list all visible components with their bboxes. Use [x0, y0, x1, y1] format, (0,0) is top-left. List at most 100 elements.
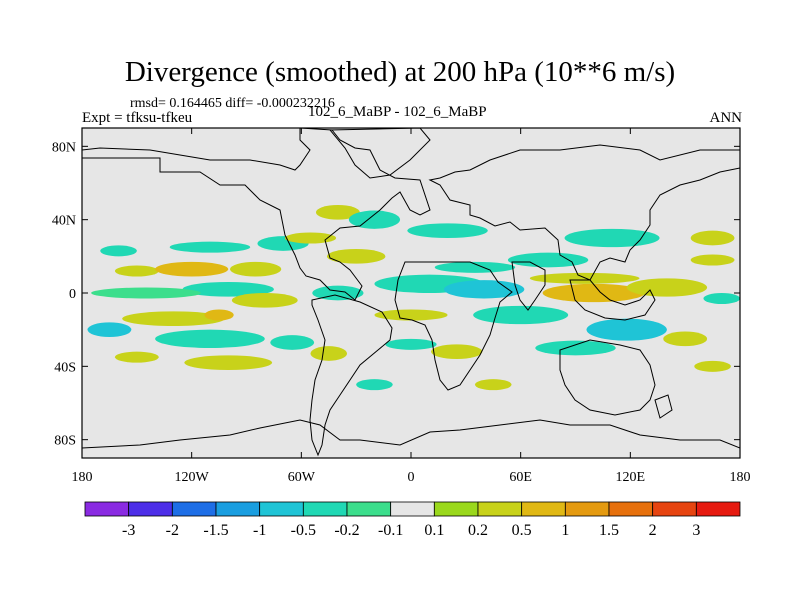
colorbar-swatch [433, 501, 479, 517]
coastline-africa [394, 261, 513, 391]
colorbar-label: 1.5 [599, 522, 619, 539]
colorbar-label: -1.5 [203, 522, 228, 539]
field-patch [431, 344, 483, 359]
colorbar-swatch [652, 501, 697, 517]
field-patch [284, 232, 337, 244]
field-patch [507, 252, 589, 268]
lon-tick-label: 120E [616, 470, 646, 485]
field-patch [315, 205, 360, 220]
field-patch [703, 293, 740, 304]
colorbar-label: 2 [649, 522, 657, 539]
field-patch [473, 305, 569, 325]
lon-tick-label: 180 [730, 470, 751, 485]
field-patch [155, 261, 229, 277]
field-patch [385, 338, 437, 350]
field-patch [690, 230, 735, 246]
colorbar-label: 3 [692, 522, 700, 539]
field-patch [326, 249, 386, 264]
field-patch [100, 245, 137, 257]
field-patch [690, 254, 735, 266]
field-patch [564, 228, 660, 248]
field-patch [122, 311, 225, 326]
season-label: ANN [709, 110, 743, 126]
coastline-southeast-asia [569, 279, 656, 321]
coastline-new-zealand [654, 394, 673, 419]
field-patch [182, 282, 274, 297]
plot-title: Divergence (smoothed) at 200 hPa (10**6 … [124, 56, 676, 88]
lon-tick-label: 60W [288, 470, 316, 485]
field-patch [231, 293, 298, 308]
field-patch [270, 335, 315, 350]
continent-outlines [82, 128, 740, 457]
lon-tick-label: 0 [408, 470, 415, 485]
coastline-india [511, 261, 546, 311]
colorbar-swatch [695, 501, 741, 517]
colorbar-label: 1 [561, 522, 569, 539]
colorbar-swatch [215, 501, 261, 517]
colorbar-swatch [346, 501, 392, 517]
colorbar-label: -0.2 [334, 522, 359, 539]
coastline-north-america [82, 128, 431, 301]
colorbar-swatch [521, 501, 566, 517]
lon-tick-label: 180 [72, 470, 93, 485]
lon-tick-label: 60E [509, 470, 532, 485]
field-patch [169, 241, 251, 253]
field-patch [663, 331, 708, 347]
field-patch [694, 360, 731, 372]
lat-tick-label: 40N [52, 214, 76, 229]
field-patch [87, 322, 132, 337]
field-patch [443, 280, 525, 299]
colorbar-swatch [84, 501, 130, 517]
field-patch [310, 346, 348, 361]
colorbar-swatch [564, 501, 610, 517]
lat-tick-label: 80N [52, 140, 76, 155]
field-patch [204, 309, 234, 321]
divergence-field [87, 205, 740, 391]
field-patch [474, 379, 512, 391]
colorbar-swatch [302, 501, 348, 517]
field-patch [535, 340, 616, 356]
field-patch [374, 309, 448, 321]
field-patch [529, 272, 640, 284]
field-patch [626, 278, 708, 297]
lat-tick-label: 0 [69, 287, 76, 302]
colorbar-label: -0.1 [378, 522, 403, 539]
colorbar-label: -0.5 [291, 522, 316, 539]
colorbar-label: 0.1 [424, 522, 444, 539]
colorbar-swatch [259, 501, 304, 517]
field-patch [114, 351, 159, 363]
lon-tick-label: 120W [175, 470, 210, 485]
field-patch [356, 379, 393, 391]
field-patch [586, 318, 667, 341]
field-patch [91, 287, 201, 299]
colorbar-swatch [171, 501, 217, 517]
colorbar-label: -2 [166, 522, 179, 539]
colorbar-swatch [477, 501, 523, 517]
field-patch [155, 329, 265, 349]
coastline-australia [559, 339, 656, 416]
case-label: 102_6_MaBP - 102_6_MaBP [308, 104, 487, 120]
coastline-south-america [309, 294, 393, 457]
field-patch [230, 261, 282, 277]
colorbar-swatch [608, 501, 654, 517]
axis-ticks: 80N 40N 0 40S 80S 180 120W 60W 0 60E 120E 180 [52, 128, 751, 485]
coastline-greenland [328, 128, 431, 179]
stats-line: rmsd= 0.164465 diff= -0.000232216 [130, 96, 335, 111]
colorbar: -3 -2 -1.5 -1 -0.5 -0.2 -0.1 0.1 0.2 0.5 1 1.5 2 3 [84, 501, 741, 539]
field-patch [542, 283, 645, 303]
lat-tick-label: 80S [54, 434, 76, 449]
field-patch [114, 265, 159, 277]
coastline-antarctica [82, 419, 740, 449]
field-patch [434, 261, 516, 273]
colorbar-label: 0.5 [512, 522, 532, 539]
colorbar-swatch [390, 501, 435, 517]
colorbar-swatch [128, 501, 173, 517]
colorbar-label: 0.2 [468, 522, 488, 539]
field-patch [407, 223, 488, 239]
lat-tick-label: 40S [54, 360, 76, 375]
experiment-label: Expt = tfksu-tfkeu [82, 110, 193, 126]
field-patch [184, 355, 273, 370]
colorbar-label: -3 [122, 522, 135, 539]
colorbar-label: -1 [253, 522, 266, 539]
